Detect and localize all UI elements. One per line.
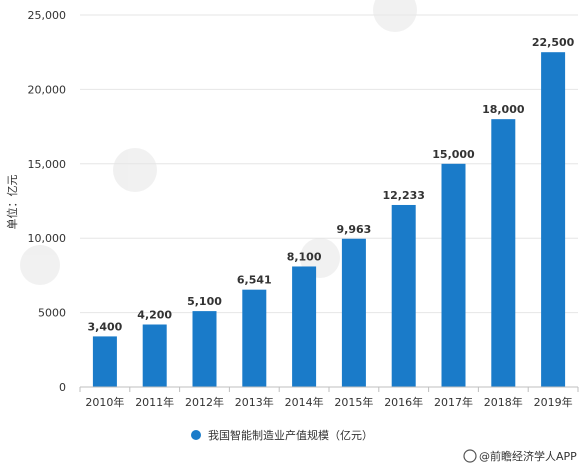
x-tick-label: 2013年 bbox=[235, 395, 274, 409]
y-axis-title: 单位：亿元 bbox=[5, 175, 19, 230]
y-tick-label: 25,000 bbox=[28, 9, 67, 22]
data-labels: 3,400 4,200 5,100 6,541 8,100 9,963 12,233 15,0… bbox=[88, 36, 575, 333]
bar bbox=[491, 119, 516, 387]
x-tick-label: 2011年 bbox=[135, 395, 174, 409]
bar bbox=[142, 324, 167, 387]
x-tick-label: 2015年 bbox=[334, 395, 373, 409]
source-credit: @前瞻经济学人APP bbox=[463, 449, 577, 463]
y-tick-label: 20,000 bbox=[28, 83, 67, 96]
legend-marker bbox=[191, 430, 201, 440]
bar bbox=[391, 204, 416, 387]
x-tick-label: 2016年 bbox=[384, 395, 423, 409]
bar bbox=[92, 336, 117, 387]
data-label: 18,000 bbox=[482, 103, 525, 116]
bars bbox=[92, 52, 566, 387]
data-label: 3,400 bbox=[88, 320, 123, 333]
y-tick-label: 5000 bbox=[38, 307, 66, 320]
bar bbox=[242, 289, 267, 387]
bar bbox=[541, 52, 566, 387]
y-tick-label: 10,000 bbox=[28, 232, 67, 245]
weibo-icon bbox=[463, 449, 477, 463]
data-label: 4,200 bbox=[137, 309, 172, 322]
x-tick-label: 2018年 bbox=[484, 395, 523, 409]
data-label: 6,541 bbox=[237, 274, 272, 287]
legend-label: 我国智能制造业产值规模（亿元） bbox=[208, 428, 373, 442]
data-label: 15,000 bbox=[432, 148, 475, 161]
data-label: 12,233 bbox=[382, 189, 424, 202]
bar bbox=[292, 266, 317, 387]
bar bbox=[192, 311, 217, 387]
source-label: @前瞻经济学人APP bbox=[479, 449, 577, 463]
x-tick-label: 2010年 bbox=[85, 395, 124, 409]
y-tick-label: 0 bbox=[59, 381, 66, 394]
x-tick-label: 2017年 bbox=[434, 395, 473, 409]
legend: 我国智能制造业产值规模（亿元） bbox=[191, 428, 373, 442]
x-tick-label: 2012年 bbox=[185, 395, 224, 409]
data-label: 5,100 bbox=[187, 295, 222, 308]
x-tick-label: 2014年 bbox=[285, 395, 324, 409]
data-label: 22,500 bbox=[532, 36, 575, 49]
data-label: 9,963 bbox=[337, 223, 372, 236]
bar bbox=[341, 238, 366, 387]
y-axis-ticks: 0 5000 10,000 15,000 20,000 25,000 bbox=[28, 9, 67, 394]
bar bbox=[441, 163, 466, 387]
x-tick-label: 2019年 bbox=[534, 395, 573, 409]
y-tick-label: 15,000 bbox=[28, 158, 67, 171]
x-axis-ticks: 2010年 2011年 2012年 2013年 2014年 2015年 2016年 2017年… bbox=[79, 387, 579, 409]
data-label: 8,100 bbox=[287, 250, 322, 263]
